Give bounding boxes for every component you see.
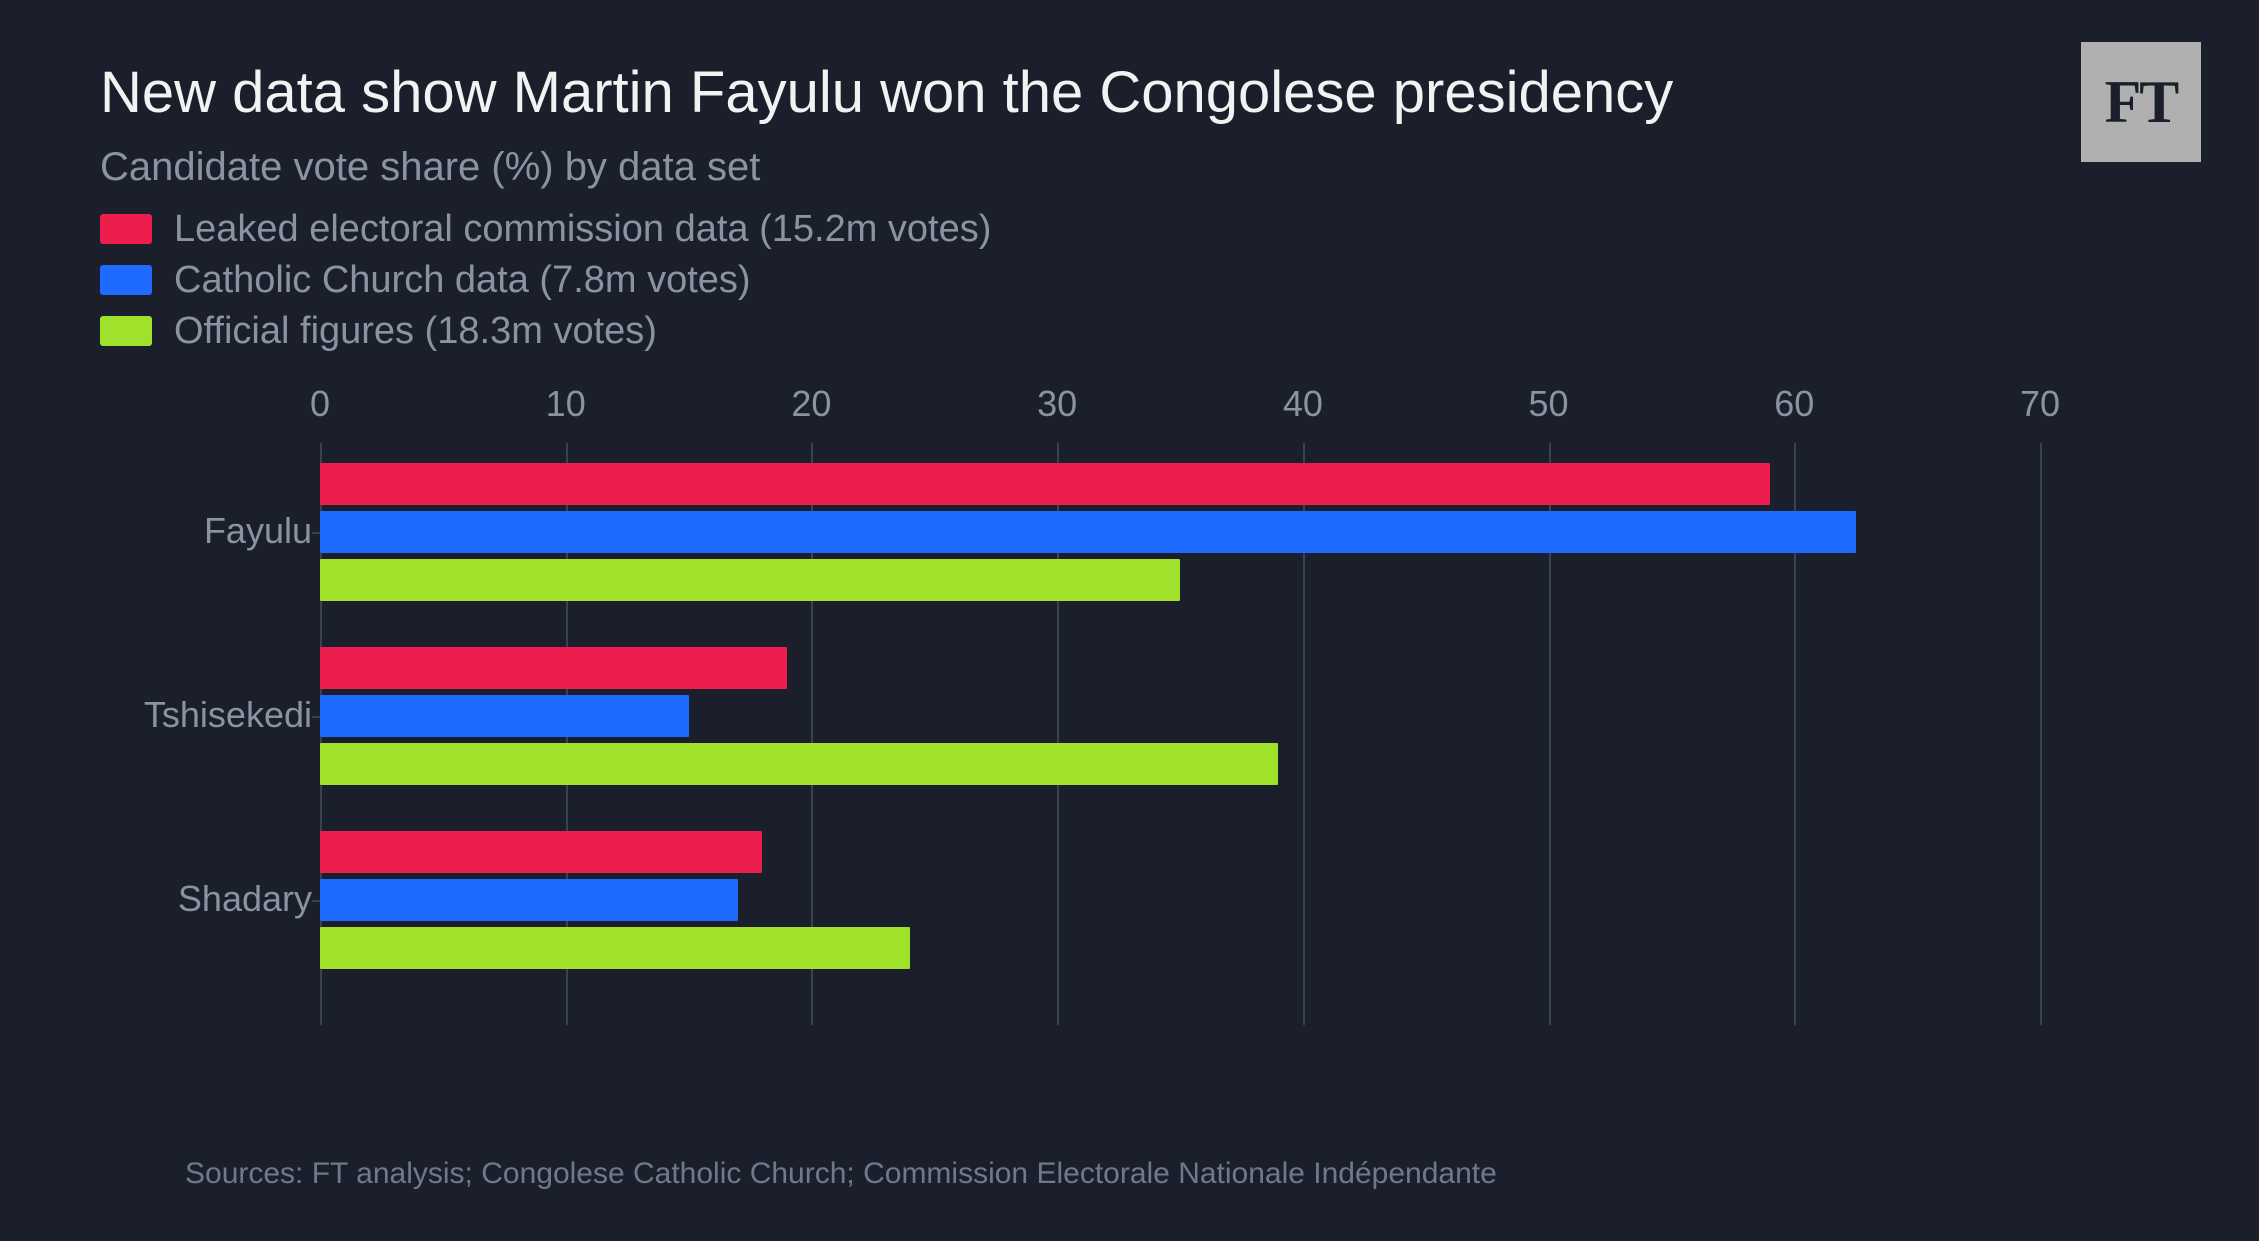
bar [320,511,1856,553]
x-axis-tick-label: 10 [546,383,586,425]
chart-title: New data show Martin Fayulu won the Cong… [100,60,1700,127]
bar [320,831,762,873]
bar-chart: 010203040506070FayuluTshisekediShadary [320,383,2040,1025]
chart-sources: Sources: FT analysis; Congolese Catholic… [185,1157,1497,1191]
chart-card: FT New data show Martin Fayulu won the C… [0,0,2259,1241]
legend-label: Catholic Church data (7.8m votes) [174,259,751,302]
bar-group: Shadary [320,831,2040,969]
x-axis-tick-label: 60 [1774,383,1814,425]
category-label: Fayulu [204,510,320,552]
bar-group: Fayulu [320,463,2040,601]
bar [320,647,787,689]
legend-swatch [100,316,152,346]
x-axis-tick-label: 20 [791,383,831,425]
bar [320,743,1278,785]
x-axis-tick-label: 30 [1037,383,1077,425]
x-axis-tick-label: 70 [2020,383,2060,425]
legend: Leaked electoral commission data (15.2m … [100,208,2169,353]
gridline [2040,443,2042,1025]
bar [320,879,738,921]
legend-label: Official figures (18.3m votes) [174,310,657,353]
ft-logo-badge: FT [2081,42,2201,162]
legend-item: Official figures (18.3m votes) [100,310,2169,353]
ft-logo-text: FT [2105,68,2178,137]
chart-subtitle: Candidate vote share (%) by data set [100,145,2169,190]
x-axis-tick-label: 0 [310,383,330,425]
legend-swatch [100,214,152,244]
bar [320,927,910,969]
x-axis-tick-label: 40 [1283,383,1323,425]
bar [320,695,689,737]
bar [320,463,1770,505]
legend-label: Leaked electoral commission data (15.2m … [174,208,991,251]
legend-item: Leaked electoral commission data (15.2m … [100,208,2169,251]
legend-swatch [100,265,152,295]
category-label: Tshisekedi [144,694,320,736]
category-label: Shadary [178,878,320,920]
bar-group: Tshisekedi [320,647,2040,785]
legend-item: Catholic Church data (7.8m votes) [100,259,2169,302]
bar [320,559,1180,601]
x-axis-tick-label: 50 [1529,383,1569,425]
